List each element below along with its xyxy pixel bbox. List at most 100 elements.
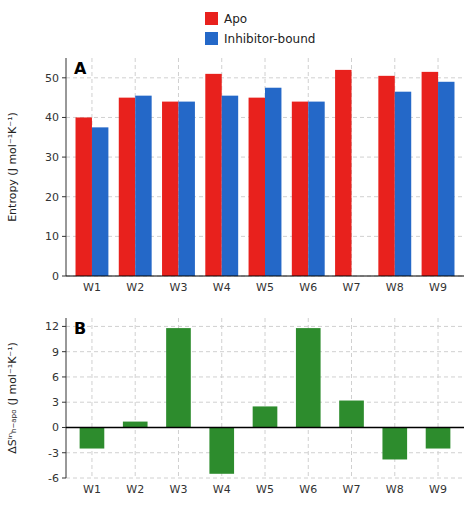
bar <box>378 76 394 276</box>
grid-line <box>265 318 266 478</box>
x-axis-line <box>66 427 464 429</box>
bars <box>80 328 451 474</box>
panel: 01020304050W1W2W3W4W5W6W7W8W9Entropy (J … <box>6 58 464 294</box>
grid-line <box>135 318 136 478</box>
x-tick-label: W9 <box>429 281 447 294</box>
grid-line <box>66 427 464 428</box>
x-tick-label: W6 <box>299 281 317 294</box>
legend-swatch <box>205 32 218 45</box>
y-axis-label: ΔSᴵⁿₕ₋ₐₚₒ (J mol⁻¹K⁻¹) <box>6 342 19 454</box>
grid-line <box>66 77 464 78</box>
tick <box>62 157 66 158</box>
bar <box>123 422 148 428</box>
y-tick-label: 20 <box>45 191 59 204</box>
legend-label: Inhibitor-bound <box>224 32 315 46</box>
y-tick-label: 50 <box>45 72 59 85</box>
tick <box>62 117 66 118</box>
bar <box>205 74 221 276</box>
x-tick-label: W3 <box>170 483 188 496</box>
axes: -6 -3 0 3 6 9 12 W1 W2 W3 W4 W5 W6 W7 W8 W9 ΔSᴵⁿₕ₋ₐₚₒ (J… <box>6 318 464 496</box>
tick <box>62 77 66 78</box>
bar <box>335 70 351 276</box>
bar <box>166 328 191 427</box>
panel-label: B <box>74 319 86 338</box>
chart: 01020304050W1W2W3W4W5W6W7W8W9Entropy (J … <box>0 0 474 520</box>
grid-line <box>351 318 352 478</box>
tick <box>62 427 66 428</box>
bar <box>422 72 438 276</box>
bar <box>162 102 178 276</box>
tick <box>62 196 66 197</box>
bar <box>308 102 324 276</box>
grid-line <box>66 276 464 277</box>
bars <box>76 70 455 276</box>
y-tick-label: 9 <box>52 346 59 359</box>
x-tick-label: W1 <box>83 281 101 294</box>
y-axis-line <box>66 58 67 276</box>
y-tick-label: -6 <box>48 472 59 485</box>
legend: Apo Inhibitor-bound <box>205 12 315 46</box>
bar <box>438 82 454 276</box>
tick <box>62 276 66 277</box>
grid <box>66 58 464 276</box>
grid-line <box>438 318 439 478</box>
tick <box>62 236 66 237</box>
tick <box>62 376 66 377</box>
legend-swatch <box>205 12 218 25</box>
bar <box>222 96 238 276</box>
bar <box>426 427 451 448</box>
x-tick-label: W5 <box>256 281 274 294</box>
x-tick-label: W4 <box>213 281 231 294</box>
y-tick-label: 6 <box>52 371 59 384</box>
grid-line <box>91 318 92 478</box>
y-tick-label: 40 <box>45 111 59 124</box>
x-tick-label: W2 <box>126 483 144 496</box>
x-axis-line <box>66 276 464 277</box>
x-tick-label: W6 <box>299 483 317 496</box>
x-tick-label: W7 <box>343 483 361 496</box>
tick <box>62 351 66 352</box>
tick <box>62 478 66 479</box>
bar <box>382 427 407 459</box>
y-tick-label: 30 <box>45 151 59 164</box>
y-tick-label: 0 <box>52 270 59 283</box>
y-tick-label: 12 <box>45 320 59 333</box>
tick <box>62 402 66 403</box>
y-axis-label: Entropy (J mol⁻¹K⁻¹) <box>6 112 19 222</box>
bar <box>92 127 108 276</box>
bar <box>76 117 92 276</box>
bar <box>135 96 151 276</box>
bar <box>265 88 281 276</box>
bar <box>395 92 411 276</box>
bar <box>296 328 321 427</box>
bar <box>249 98 265 276</box>
panel: -6 -3 0 3 6 9 12 W1 W2 W3 W4 W5 W6 W7 W8 W9 ΔSᴵⁿₕ₋ₐₚₒ (J… <box>6 318 464 496</box>
x-tick-label: W2 <box>126 281 144 294</box>
x-tick-label: W8 <box>386 483 404 496</box>
bar <box>253 406 278 427</box>
x-tick-label: W7 <box>343 281 361 294</box>
axes: 01020304050W1W2W3W4W5W6W7W8W9Entropy (J … <box>6 58 464 294</box>
x-tick-label: W4 <box>213 483 231 496</box>
bar <box>119 98 135 276</box>
tick <box>62 326 66 327</box>
grid <box>66 318 464 478</box>
panel-label: A <box>74 59 87 78</box>
bar <box>339 401 364 428</box>
y-tick-label: -3 <box>48 447 59 460</box>
bar <box>209 427 234 473</box>
x-tick-label: W8 <box>386 281 404 294</box>
y-tick-label: 0 <box>52 421 59 434</box>
bar <box>292 102 308 276</box>
tick <box>62 452 66 453</box>
y-tick-label: 10 <box>45 230 59 243</box>
grid-line <box>66 351 464 352</box>
x-tick-label: W1 <box>83 483 101 496</box>
y-axis-line <box>66 318 67 478</box>
x-tick-label: W5 <box>256 483 274 496</box>
y-tick-label: 3 <box>52 396 59 409</box>
x-tick-label: W9 <box>429 483 447 496</box>
bar <box>178 102 194 276</box>
legend-label: Apo <box>224 12 247 26</box>
bar <box>80 427 105 448</box>
